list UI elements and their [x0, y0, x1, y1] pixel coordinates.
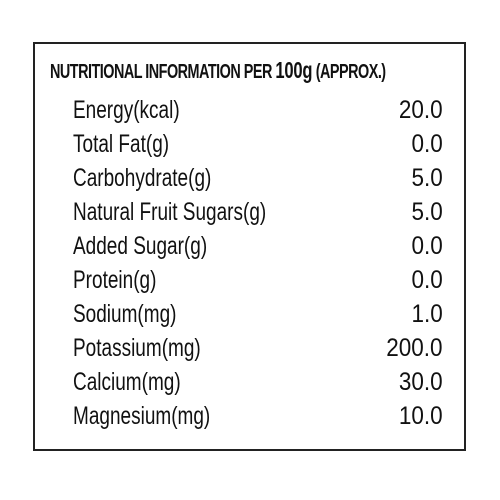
nutrient-row: Carbohydrate(g) 5.0: [73, 162, 443, 196]
nutrient-rows: Energy(kcal) 20.0 Total Fat(g) 0.0 Carbo…: [73, 94, 443, 434]
table-heading: NUTRITIONAL INFORMATION PER 100g (APPROX…: [50, 54, 386, 88]
nutrient-row: Calcium(mg) 30.0: [73, 366, 443, 400]
nutrient-row: Added Sugar(g) 0.0: [73, 230, 443, 264]
nutrient-row: Magnesium(mg) 10.0: [73, 400, 443, 434]
heading-main: NUTRITIONAL INFORMATION PER: [50, 61, 276, 83]
nutrient-label: Magnesium(mg): [73, 402, 211, 430]
nutrient-label: Added Sugar(g): [73, 232, 208, 260]
nutrient-value: 0.0: [411, 266, 443, 294]
nutrient-label: Protein(g): [73, 266, 157, 294]
nutrient-value: 5.0: [411, 164, 443, 192]
nutrient-value: 30.0: [399, 368, 443, 396]
nutrient-row: Energy(kcal) 20.0: [73, 94, 443, 128]
heading-suffix: (APPROX.): [312, 61, 386, 83]
nutrient-value: 1.0: [411, 300, 443, 328]
nutrient-label: Sodium(mg): [73, 300, 177, 328]
nutrient-row: Protein(g) 0.0: [73, 264, 443, 298]
nutrient-value: 5.0: [411, 198, 443, 226]
nutrient-value: 10.0: [399, 402, 443, 430]
nutrient-label: Carbohydrate(g): [73, 164, 212, 192]
heading-amount: 100g: [275, 57, 313, 83]
nutrient-row: Total Fat(g) 0.0: [73, 128, 443, 162]
nutrient-label: Total Fat(g): [73, 130, 170, 158]
nutrition-table: NUTRITIONAL INFORMATION PER 100g (APPROX…: [33, 42, 466, 451]
nutrient-row: Natural Fruit Sugars(g) 5.0: [73, 196, 443, 230]
nutrient-label: Potassium(mg): [73, 334, 201, 362]
nutrient-label: Natural Fruit Sugars(g): [73, 198, 267, 226]
nutrient-row: Sodium(mg) 1.0: [73, 298, 443, 332]
nutrient-value: 200.0: [386, 334, 443, 362]
nutrient-value: 20.0: [399, 96, 443, 124]
nutrient-value: 0.0: [411, 232, 443, 260]
nutrient-label: Energy(kcal): [73, 96, 180, 124]
nutrient-value: 0.0: [411, 130, 443, 158]
nutrient-label: Calcium(mg): [73, 368, 181, 396]
nutrient-row: Potassium(mg) 200.0: [73, 332, 443, 366]
